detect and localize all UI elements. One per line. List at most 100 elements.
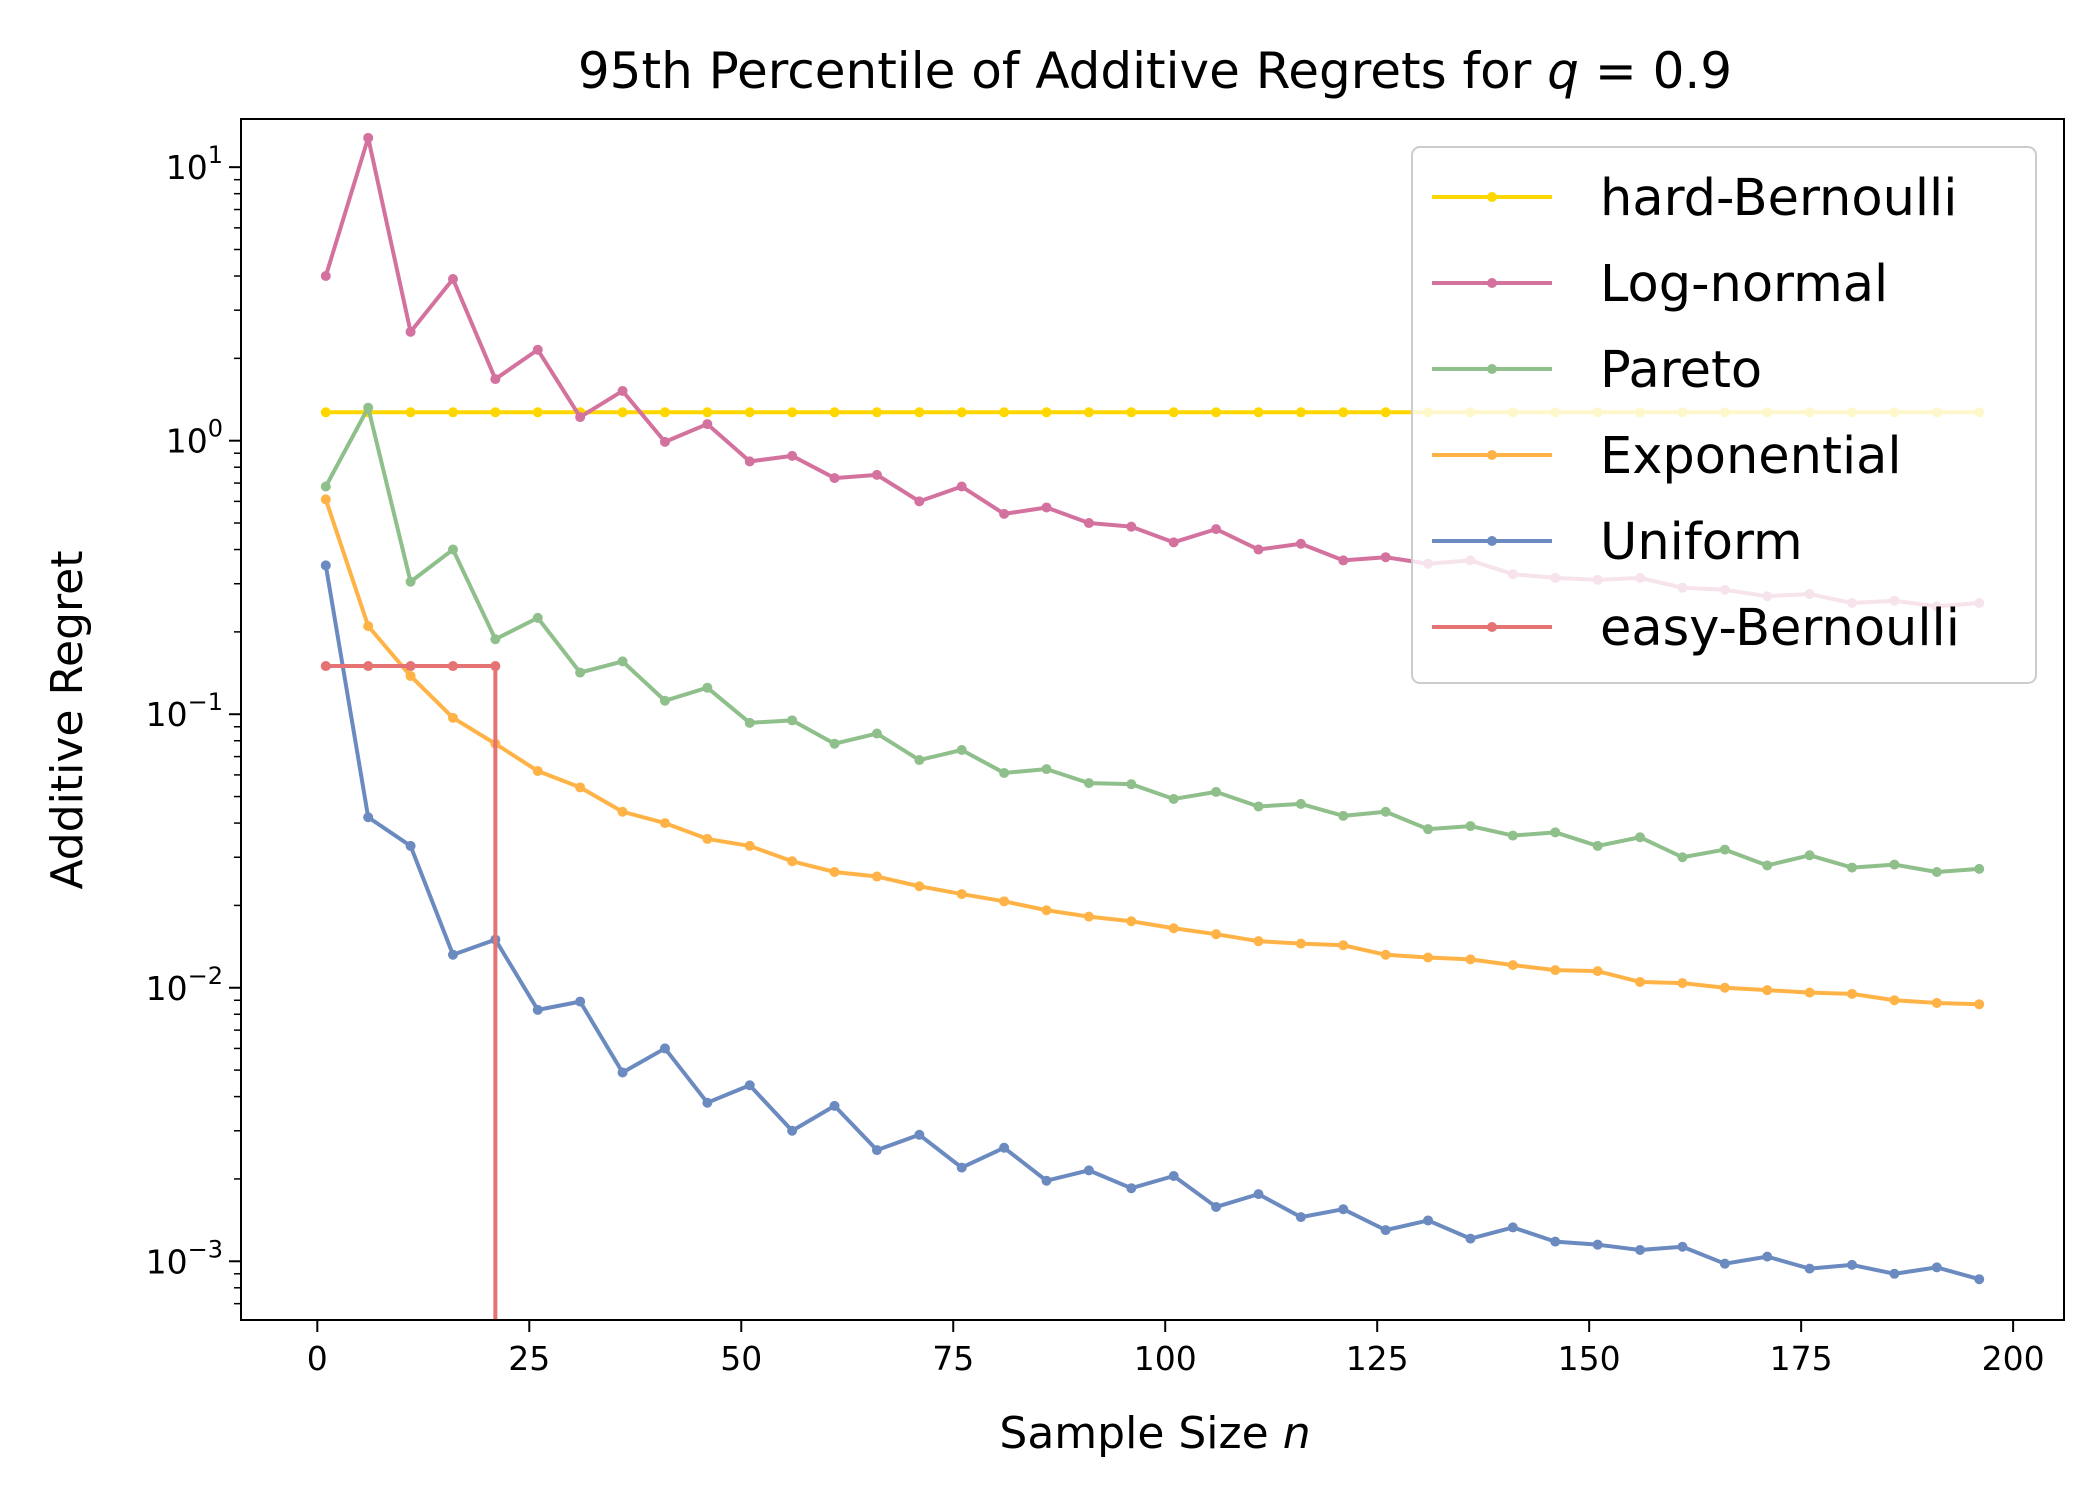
data-point	[1507, 1222, 1518, 1233]
data-point	[999, 508, 1010, 519]
data-point	[871, 407, 882, 418]
data-point	[320, 407, 331, 418]
series-exponential	[320, 494, 1985, 1010]
data-point	[1295, 798, 1306, 809]
series-easy-bernoulli	[320, 661, 501, 1320]
data-point	[575, 667, 586, 678]
data-point	[999, 896, 1010, 907]
data-point	[1507, 830, 1518, 841]
legend-swatch-marker	[1487, 364, 1497, 374]
data-point	[1423, 952, 1434, 963]
y-tick-label: 10−3	[146, 1235, 223, 1281]
x-tick-label: 0	[307, 1339, 328, 1378]
data-point	[575, 782, 586, 793]
series-line	[325, 664, 498, 1320]
data-point	[1804, 1263, 1815, 1274]
legend-item-exponential: Exponential	[1432, 427, 1902, 486]
data-point	[1380, 407, 1391, 418]
data-point	[1550, 827, 1561, 838]
x-tick-label: 200	[1982, 1339, 2045, 1378]
y-tick-label: 10−1	[146, 688, 223, 734]
data-point	[702, 833, 713, 844]
data-point	[1380, 949, 1391, 960]
data-point	[1083, 778, 1094, 789]
data-point	[320, 661, 331, 672]
data-point	[1338, 940, 1349, 951]
legend-item-easy-bernoulli: easy-Bernoulli	[1432, 599, 1960, 658]
data-point	[829, 473, 840, 484]
data-point	[1889, 859, 1900, 870]
data-point	[363, 812, 374, 823]
data-point	[575, 412, 586, 423]
y-tick-base: 10	[146, 969, 188, 1008]
data-point	[1295, 938, 1306, 949]
data-point	[744, 1080, 755, 1091]
data-point	[999, 1142, 1010, 1153]
data-point	[744, 456, 755, 467]
data-point	[1083, 407, 1094, 418]
data-point	[1253, 544, 1264, 555]
data-point	[956, 1162, 967, 1173]
data-point	[1635, 976, 1646, 987]
data-point	[744, 407, 755, 418]
data-point	[532, 344, 543, 355]
data-point	[617, 407, 628, 418]
data-point	[1338, 1204, 1349, 1215]
data-point	[1083, 518, 1094, 529]
data-point	[1719, 844, 1730, 855]
data-point	[405, 670, 416, 681]
data-point	[702, 682, 713, 693]
data-point	[532, 766, 543, 777]
data-point	[956, 481, 967, 492]
data-point	[871, 1145, 882, 1156]
data-point	[1295, 407, 1306, 418]
data-point	[1931, 997, 1942, 1008]
data-point	[1550, 965, 1561, 976]
x-axis-label-prefix: Sample Size	[999, 1408, 1282, 1459]
title-variable: q	[1547, 42, 1579, 100]
data-point	[914, 1129, 925, 1140]
x-tick-label: 50	[720, 1339, 762, 1378]
data-point	[702, 407, 713, 418]
data-point	[702, 419, 713, 430]
data-point	[1380, 806, 1391, 817]
legend-label: hard-Bernoulli	[1600, 169, 1957, 228]
data-point	[1423, 1215, 1434, 1226]
y-tick-base: 10	[146, 695, 188, 734]
data-point	[914, 407, 925, 418]
data-point	[787, 856, 798, 867]
data-point	[320, 560, 331, 571]
data-point	[320, 481, 331, 492]
data-point	[1253, 936, 1264, 947]
data-point	[617, 385, 628, 396]
legend-label: Log-normal	[1600, 255, 1888, 314]
data-point	[1126, 1183, 1137, 1194]
data-point	[829, 1100, 840, 1111]
data-point	[1677, 978, 1688, 989]
data-point	[405, 326, 416, 337]
data-point	[1592, 840, 1603, 851]
data-point	[447, 712, 458, 723]
data-point	[617, 806, 628, 817]
y-tick-exponent: 1	[208, 141, 223, 169]
data-point	[1253, 407, 1264, 418]
data-point	[702, 1097, 713, 1108]
data-point	[659, 695, 670, 706]
data-point	[363, 621, 374, 632]
data-point	[447, 407, 458, 418]
data-point	[490, 407, 501, 418]
data-point	[447, 274, 458, 285]
data-point	[871, 728, 882, 739]
x-tick-label: 125	[1346, 1339, 1409, 1378]
data-point	[617, 1067, 628, 1078]
data-point	[363, 402, 374, 413]
data-point	[1211, 407, 1222, 418]
data-point	[1211, 1201, 1222, 1212]
data-point	[1338, 555, 1349, 566]
data-point	[447, 661, 458, 672]
data-point	[1762, 1251, 1773, 1262]
data-point	[1126, 779, 1137, 790]
data-point	[871, 871, 882, 882]
data-point	[1041, 502, 1052, 513]
